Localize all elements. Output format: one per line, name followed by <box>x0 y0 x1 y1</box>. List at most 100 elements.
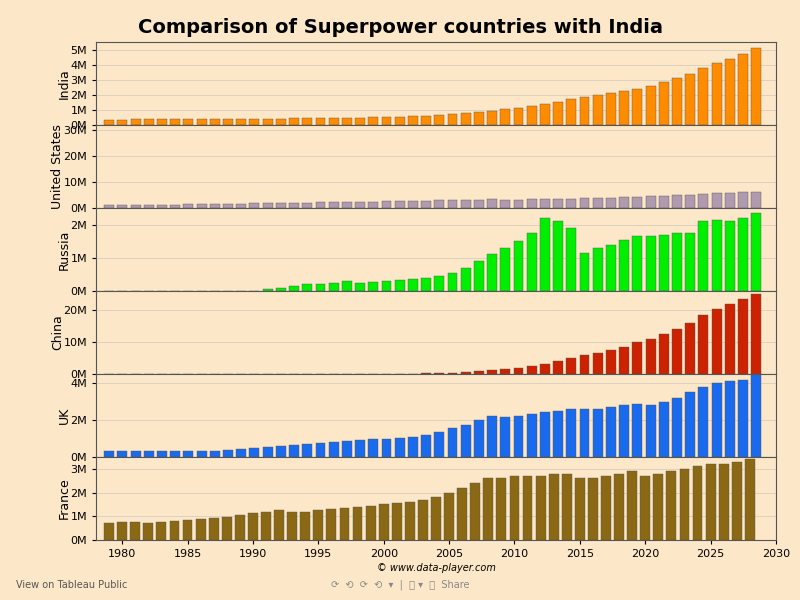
Bar <box>302 444 312 457</box>
Bar <box>276 287 286 291</box>
Bar <box>276 446 286 457</box>
Bar <box>222 517 232 540</box>
Bar <box>118 205 127 208</box>
Bar <box>262 203 273 208</box>
Bar <box>461 200 470 208</box>
Bar <box>315 118 326 125</box>
Bar <box>500 109 510 125</box>
Bar <box>672 329 682 374</box>
Bar <box>474 371 484 374</box>
Bar <box>606 245 616 291</box>
Bar <box>104 120 114 125</box>
Bar <box>725 59 734 125</box>
Bar <box>725 221 734 291</box>
Bar <box>342 281 352 291</box>
Bar <box>646 236 655 291</box>
Bar <box>170 205 180 208</box>
Bar <box>447 428 458 457</box>
Bar <box>751 48 761 125</box>
Bar <box>540 199 550 208</box>
Bar <box>606 198 616 208</box>
X-axis label: © www.data-player.com: © www.data-player.com <box>377 563 495 573</box>
Bar <box>510 476 519 540</box>
Bar <box>339 508 350 540</box>
Bar <box>368 439 378 457</box>
Bar <box>500 200 510 208</box>
Bar <box>329 283 338 291</box>
Bar <box>382 439 391 457</box>
Bar <box>732 462 742 540</box>
Bar <box>262 119 273 125</box>
Bar <box>421 116 431 125</box>
Bar <box>606 407 616 457</box>
Bar <box>144 119 154 125</box>
Bar <box>659 235 669 291</box>
Bar <box>236 203 246 208</box>
Bar <box>606 350 616 374</box>
Bar <box>143 523 154 540</box>
Bar <box>593 409 602 457</box>
Bar <box>698 387 708 457</box>
Bar <box>738 299 748 374</box>
Bar <box>447 373 458 374</box>
Bar <box>487 199 497 208</box>
Bar <box>725 304 734 374</box>
Bar <box>366 506 375 540</box>
Bar <box>686 323 695 374</box>
Bar <box>461 425 470 457</box>
Bar <box>745 460 754 540</box>
Bar <box>514 200 523 208</box>
Bar <box>686 392 695 457</box>
Bar <box>157 119 167 125</box>
Bar <box>353 507 362 540</box>
Bar <box>421 201 431 208</box>
Bar <box>500 248 510 291</box>
Bar <box>248 513 258 540</box>
Bar <box>250 119 259 125</box>
Bar <box>104 205 114 208</box>
Bar <box>144 205 154 208</box>
Bar <box>170 521 179 540</box>
Bar <box>276 203 286 208</box>
Bar <box>434 276 444 291</box>
Bar <box>579 199 590 208</box>
Bar <box>197 119 206 125</box>
Bar <box>355 283 365 291</box>
Bar <box>474 261 484 291</box>
Bar <box>250 448 259 457</box>
Bar <box>250 203 259 208</box>
Bar <box>276 119 286 125</box>
Bar <box>751 213 761 291</box>
Bar <box>640 476 650 540</box>
Bar <box>223 119 233 125</box>
Bar <box>514 415 523 457</box>
Bar <box>540 364 550 374</box>
Bar <box>302 203 312 208</box>
Bar <box>461 372 470 374</box>
Bar <box>157 523 166 540</box>
Bar <box>170 451 180 457</box>
Y-axis label: India: India <box>58 68 71 99</box>
Bar <box>236 449 246 457</box>
Bar <box>712 220 722 291</box>
Bar <box>434 432 444 457</box>
Bar <box>575 478 585 540</box>
Bar <box>394 280 405 291</box>
Bar <box>706 464 715 540</box>
Bar <box>104 523 114 540</box>
Bar <box>579 409 590 457</box>
Y-axis label: United States: United States <box>51 124 64 209</box>
Bar <box>751 294 761 374</box>
Bar <box>526 233 537 291</box>
Bar <box>522 476 533 540</box>
Bar <box>751 192 761 208</box>
Bar <box>566 100 576 125</box>
Bar <box>470 483 480 540</box>
Bar <box>497 478 506 540</box>
Bar <box>712 193 722 208</box>
Bar <box>672 195 682 208</box>
Bar <box>434 373 444 374</box>
Text: Comparison of Superpower countries with India: Comparison of Superpower countries with … <box>138 18 662 37</box>
Bar <box>474 420 484 457</box>
Bar <box>619 239 629 291</box>
